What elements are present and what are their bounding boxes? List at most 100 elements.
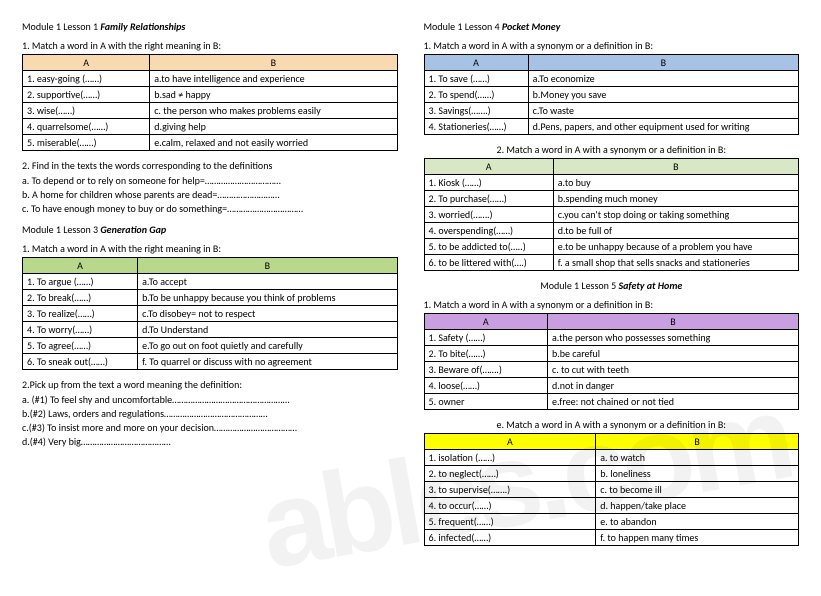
definition-list: a. To depend or to rely on someone for h…: [22, 174, 398, 215]
cell-b: c. to cut with teeth: [548, 362, 799, 378]
title-pre: Module 1 Lesson 4: [424, 20, 502, 33]
cell-a: 4. To worry(……): [23, 322, 138, 338]
cell-a: 4. to occur(……): [424, 498, 596, 514]
cell-a: 3. wise(……): [23, 103, 150, 119]
cell-b: c.To waste: [528, 103, 798, 119]
cell-a: 2. To break(……): [23, 290, 138, 306]
line-item: b. A home for children whose parents are…: [22, 188, 398, 201]
cell-b: d.not in danger: [548, 378, 799, 394]
cell-a: 4. loose(……): [424, 378, 548, 394]
section-r3-title: Module 1 Lesson 5 Safety at Home: [424, 279, 800, 292]
cell-b: b.To be unhappy because you think of pro…: [138, 290, 397, 306]
col-b-header: B: [150, 55, 397, 71]
cell-a: 1. isolation (……): [424, 450, 596, 466]
cell-b: f. a small shop that sells snacks and st…: [553, 255, 798, 271]
title-pre: Module 1 Lesson 5: [540, 279, 618, 292]
right-column: Module 1 Lesson 4 Pocket Money 1. Match …: [424, 18, 800, 554]
cell-b: b.spending much money: [553, 191, 798, 207]
match-table-r2: A B 1. Kiosk (……)a.to buy2. To purchase(…: [424, 158, 800, 271]
cell-a: 3. to supervise(…….): [424, 482, 596, 498]
instruction: e. Match a word in A with a synonym or a…: [424, 418, 800, 431]
col-b-header: B: [553, 159, 798, 175]
cell-b: d.giving help: [150, 119, 397, 135]
definition-list: a. (#1) To feel shy and uncomfortable…………: [22, 393, 398, 448]
left-column: Module 1 Lesson 1 Family Relationships 1…: [22, 18, 398, 554]
col-a-header: A: [23, 258, 138, 274]
col-b-header: B: [596, 434, 799, 450]
cell-b: f. to happen many times: [596, 530, 799, 546]
cell-b: b.sad ≠ happy: [150, 87, 397, 103]
line-item: a. To depend or to rely on someone for h…: [22, 174, 398, 187]
col-b-header: B: [528, 55, 798, 71]
cell-a: 2. To bite(……): [424, 346, 548, 362]
cell-b: d.to be full of: [553, 223, 798, 239]
instruction: 2. Match a word in A with a synonym or a…: [424, 143, 800, 156]
cell-b: e. to abandon: [596, 514, 799, 530]
cell-a: 1. easy-going (……): [23, 71, 150, 87]
cell-b: f. To quarrel or discuss with no agreeme…: [138, 354, 397, 370]
instruction: 1. Match a word in A with a synonym or a…: [424, 298, 800, 311]
cell-b: c. the person who makes problems easily: [150, 103, 397, 119]
cell-b: c. to become ill: [596, 482, 799, 498]
match-table-r3: A B 1. Safety (……)a.the person who posse…: [424, 313, 800, 410]
section-3-title: Module 1 Lesson 3 Generation Gap: [22, 223, 398, 236]
cell-b: a.the person who possesses something: [548, 330, 799, 346]
cell-a: 5. owner: [424, 394, 548, 410]
col-a-header: A: [424, 159, 553, 175]
col-a-header: A: [23, 55, 150, 71]
cell-b: a.To accept: [138, 274, 397, 290]
cell-b: c.you can't stop doing or taking somethi…: [553, 207, 798, 223]
cell-a: 4. overspending(……): [424, 223, 553, 239]
title-bold: Safety at Home: [619, 279, 683, 292]
col-a-header: A: [424, 434, 596, 450]
instruction: 1. Match a word in A with the right mean…: [22, 242, 398, 255]
cell-a: 3. worried(…….): [424, 207, 553, 223]
instruction: 1. Match a word in A with a synonym or a…: [424, 39, 800, 52]
section-r1-title: Module 1 Lesson 4 Pocket Money: [424, 20, 800, 33]
cell-b: b. loneliness: [596, 466, 799, 482]
cell-a: 3. Beware of(…….): [424, 362, 548, 378]
instruction: 1. Match a word in A with the right mean…: [22, 39, 398, 52]
cell-a: 6. To sneak out(……): [23, 354, 138, 370]
line-item: b.(#2) Laws, orders and regulations………………: [22, 407, 398, 420]
line-item: c. To have enough money to buy or do som…: [22, 202, 398, 215]
title-pre: Module 1 Lesson 1: [22, 20, 100, 33]
line-item: c.(#3) To insist more and more on your d…: [22, 421, 398, 434]
title-bold: Generation Gap: [100, 223, 166, 236]
cell-b: e.to be unhappy because of a problem you…: [553, 239, 798, 255]
cell-a: 6. to be littered with(….): [424, 255, 553, 271]
cell-a: 2. To spend(……): [424, 87, 528, 103]
cell-a: 1. Safety (……): [424, 330, 548, 346]
cell-b: e.calm, relaxed and not easily worried: [150, 135, 397, 151]
cell-b: d.To Understand: [138, 322, 397, 338]
instruction: 2. Find in the texts the words correspon…: [22, 159, 398, 172]
cell-a: 1. Kiosk (……): [424, 175, 553, 191]
cell-b: d.Pens, papers, and other equipment used…: [528, 119, 798, 135]
cell-a: 4. Stationeries(……): [424, 119, 528, 135]
cell-a: 5. to be addicted to(…..): [424, 239, 553, 255]
cell-a: 5. miserable(……): [23, 135, 150, 151]
line-item: d.(#4) Very big…………………………………: [22, 435, 398, 448]
cell-b: e.free: not chained or not tied: [548, 394, 799, 410]
col-a-header: A: [424, 55, 528, 71]
col-b-header: B: [548, 314, 799, 330]
cell-b: a.To economize: [528, 71, 798, 87]
title-bold: Pocket Money: [502, 20, 560, 33]
cell-a: 1. To save (……): [424, 71, 528, 87]
cell-a: 1. To argue (……): [23, 274, 138, 290]
title-bold: Family Relationships: [100, 20, 185, 33]
cell-a: 2. To purchase(……): [424, 191, 553, 207]
col-b-header: B: [138, 258, 397, 274]
match-table-3: A B 1. To argue (……)a.To accept2. To bre…: [22, 257, 398, 370]
match-table-r4: A B 1. isolation (……)a. to watch2. to ne…: [424, 433, 800, 546]
cell-a: 2. supportive(……): [23, 87, 150, 103]
cell-b: b.be careful: [548, 346, 799, 362]
line-item: a. (#1) To feel shy and uncomfortable…………: [22, 393, 398, 406]
cell-a: 5. To agree(……): [23, 338, 138, 354]
cell-a: 3. To realize(……): [23, 306, 138, 322]
cell-b: e.To go out on foot quietly and carefull…: [138, 338, 397, 354]
cell-a: 2. to neglect(……): [424, 466, 596, 482]
cell-b: a.to buy: [553, 175, 798, 191]
cell-b: c.To disobey= not to respect: [138, 306, 397, 322]
cell-b: a. to watch: [596, 450, 799, 466]
